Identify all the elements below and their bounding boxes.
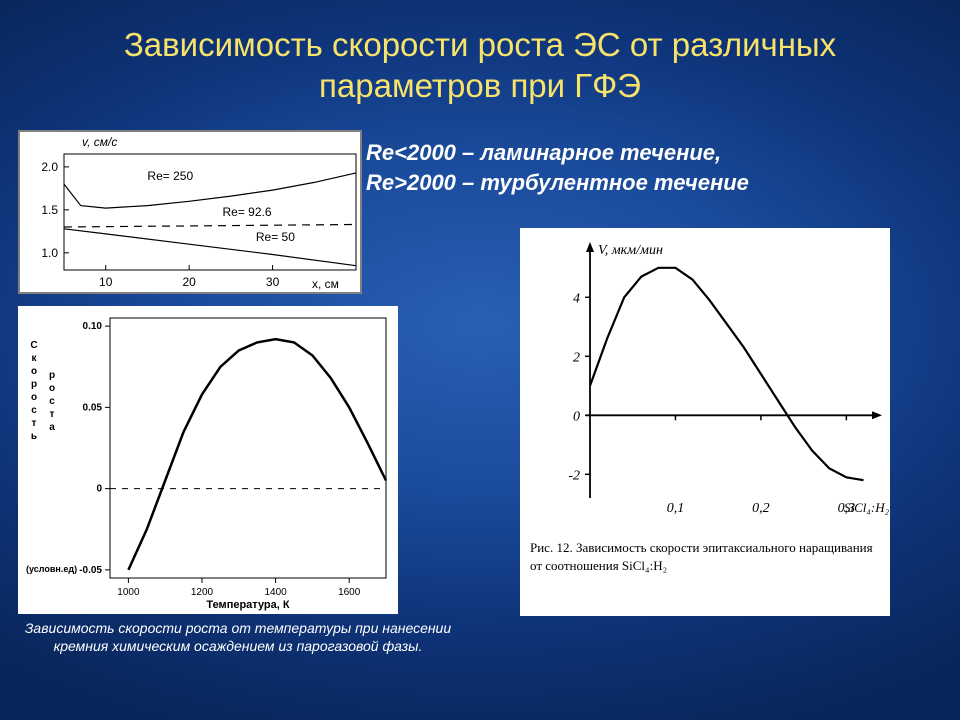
svg-text:0: 0 <box>573 409 580 424</box>
svg-text:-2: -2 <box>568 468 580 483</box>
svg-text:30: 30 <box>266 275 280 289</box>
svg-text:а: а <box>49 422 55 433</box>
svg-text:Re= 50: Re= 50 <box>256 230 295 244</box>
svg-text:v, см/с: v, см/с <box>82 135 117 149</box>
reynolds-annotation: Re<2000 – ламинарное течение, Re>2000 – … <box>366 138 749 197</box>
svg-text:0.05: 0.05 <box>83 402 103 413</box>
svg-text:4: 4 <box>573 291 580 306</box>
svg-text:-0.05: -0.05 <box>79 565 102 576</box>
svg-text:С: С <box>30 340 37 351</box>
svg-text:т: т <box>32 418 37 429</box>
svg-text:0.10: 0.10 <box>83 321 103 332</box>
svg-text:к: к <box>31 353 37 364</box>
svg-text:1.5: 1.5 <box>41 203 58 217</box>
svg-text:V, мкм/мин: V, мкм/мин <box>598 243 663 258</box>
svg-text:1.0: 1.0 <box>41 246 58 260</box>
svg-text:x, см: x, см <box>312 277 339 291</box>
svg-text:20: 20 <box>182 275 196 289</box>
svg-text:1600: 1600 <box>338 587 361 598</box>
svg-text:0: 0 <box>96 484 102 495</box>
svg-text:SiCl₄:H₂: SiCl₄:H₂ <box>844 500 890 515</box>
svg-text:т: т <box>50 409 55 420</box>
slide: Зависимость скорости роста ЭС от различн… <box>0 0 960 720</box>
chart-reynolds-panel: v, см/с x, см 10 20 30 1.0 1.5 2.0 Re= 250 Re= 92… <box>18 130 362 294</box>
svg-text:2: 2 <box>573 350 580 365</box>
chart-temperature-panel: 1000 1200 1400 1600 -0.05 0 0.05 0.10 Температур… <box>18 306 398 614</box>
svg-text:о: о <box>31 392 37 403</box>
svg-text:2.0: 2.0 <box>41 160 58 174</box>
svg-text:10: 10 <box>99 275 113 289</box>
annotation-line2: Re>2000 – турбулентное течение <box>366 170 749 195</box>
chart-temperature: 1000 1200 1400 1600 -0.05 0 0.05 0.10 Температур… <box>18 306 398 614</box>
slide-title: Зависимость скорости роста ЭС от различн… <box>0 24 960 107</box>
svg-text:ь: ь <box>31 431 37 442</box>
svg-text:1400: 1400 <box>264 587 287 598</box>
chart-ratio-panel: -20240,10,20,3V, мкм/минSiCl₄:H₂ Рис. 12… <box>520 228 890 616</box>
svg-text:0,2: 0,2 <box>752 501 770 516</box>
svg-text:с: с <box>31 405 37 416</box>
svg-text:р: р <box>31 379 37 390</box>
chart-temperature-caption: Зависимость скорости роста от температур… <box>18 620 458 655</box>
chart-ratio: -20240,10,20,3V, мкм/минSiCl₄:H₂ <box>520 228 890 528</box>
svg-text:1200: 1200 <box>191 587 214 598</box>
svg-text:Re= 92.6: Re= 92.6 <box>223 205 272 219</box>
svg-text:(условн.ед): (условн.ед) <box>26 564 77 574</box>
svg-text:с: с <box>49 396 55 407</box>
svg-text:о: о <box>49 383 55 394</box>
annotation-line1: Re<2000 – ламинарное течение, <box>366 140 721 165</box>
svg-text:р: р <box>49 370 55 381</box>
svg-text:о: о <box>31 366 37 377</box>
chart-ratio-caption: Рис. 12. Зависимость скорости эпитаксиал… <box>520 533 890 584</box>
chart-reynolds: v, см/с x, см 10 20 30 1.0 1.5 2.0 Re= 250 Re= 92… <box>20 132 364 296</box>
svg-text:1000: 1000 <box>117 587 140 598</box>
svg-text:Температура, К: Температура, К <box>206 599 289 611</box>
svg-text:Re= 250: Re= 250 <box>147 169 193 183</box>
svg-text:0,1: 0,1 <box>667 501 685 516</box>
